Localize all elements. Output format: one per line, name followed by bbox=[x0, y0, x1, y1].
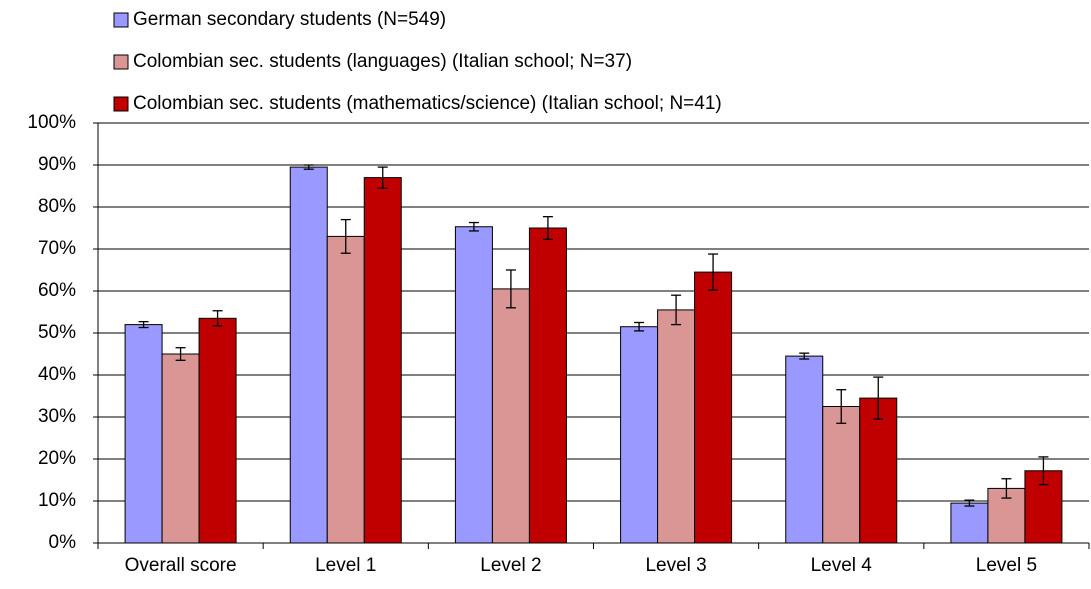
y-tick-label: 0% bbox=[49, 532, 77, 553]
legend-label: German secondary students (N=549) bbox=[133, 9, 446, 30]
error-bar bbox=[799, 352, 810, 360]
bar bbox=[124, 324, 163, 544]
bar bbox=[528, 227, 567, 544]
error-bar bbox=[634, 321, 645, 332]
y-tick-label: 100% bbox=[27, 112, 76, 133]
error-bar bbox=[542, 216, 553, 240]
error-bar bbox=[1001, 478, 1012, 499]
x-tick-label: Level 3 bbox=[645, 555, 706, 576]
y-tick-label: 30% bbox=[38, 406, 76, 427]
y-tick-label: 40% bbox=[38, 364, 76, 385]
error-bar bbox=[468, 221, 479, 232]
bar bbox=[785, 355, 824, 544]
y-tick-label: 80% bbox=[38, 196, 76, 217]
bar bbox=[859, 397, 898, 544]
x-tick-label: Level 1 bbox=[315, 555, 376, 576]
error-bar bbox=[212, 310, 223, 327]
bar bbox=[363, 177, 402, 544]
error-bar bbox=[671, 294, 682, 326]
y-tick-label: 90% bbox=[38, 154, 76, 175]
legend-label: Colombian sec. students (languages) (Ita… bbox=[133, 51, 632, 72]
error-bar bbox=[873, 376, 884, 420]
bar bbox=[822, 406, 861, 544]
bar bbox=[198, 317, 237, 544]
error-bar bbox=[505, 269, 516, 309]
y-tick-label: 60% bbox=[38, 280, 76, 301]
bar bbox=[491, 288, 530, 544]
bar bbox=[326, 235, 365, 544]
error-bar bbox=[964, 499, 975, 507]
x-tick-label: Level 2 bbox=[480, 555, 541, 576]
bar bbox=[620, 326, 659, 544]
legend-swatch bbox=[113, 96, 129, 112]
x-tick-label: Level 4 bbox=[811, 555, 873, 576]
bar bbox=[161, 353, 200, 544]
error-bar bbox=[377, 166, 388, 189]
error-bar bbox=[175, 347, 186, 361]
legend-swatch bbox=[113, 12, 129, 28]
bar bbox=[694, 271, 733, 544]
error-bar bbox=[138, 321, 149, 329]
bar bbox=[289, 166, 328, 544]
bar bbox=[454, 226, 493, 544]
error-bar bbox=[1038, 456, 1049, 486]
error-bar bbox=[303, 164, 314, 170]
legend-label: Colombian sec. students (mathematics/sci… bbox=[133, 93, 722, 114]
y-tick-label: 10% bbox=[38, 490, 76, 511]
y-tick-label: 20% bbox=[38, 448, 76, 469]
error-bar bbox=[708, 253, 719, 291]
x-tick-label: Overall score bbox=[125, 555, 237, 576]
x-tick-label: Level 5 bbox=[976, 555, 1037, 576]
bar bbox=[657, 309, 696, 544]
bar bbox=[950, 502, 989, 544]
error-bar bbox=[836, 389, 847, 424]
error-bar bbox=[340, 218, 351, 254]
y-tick-label: 50% bbox=[38, 322, 76, 343]
y-tick-label: 70% bbox=[38, 238, 76, 259]
legend-swatch bbox=[113, 54, 129, 70]
